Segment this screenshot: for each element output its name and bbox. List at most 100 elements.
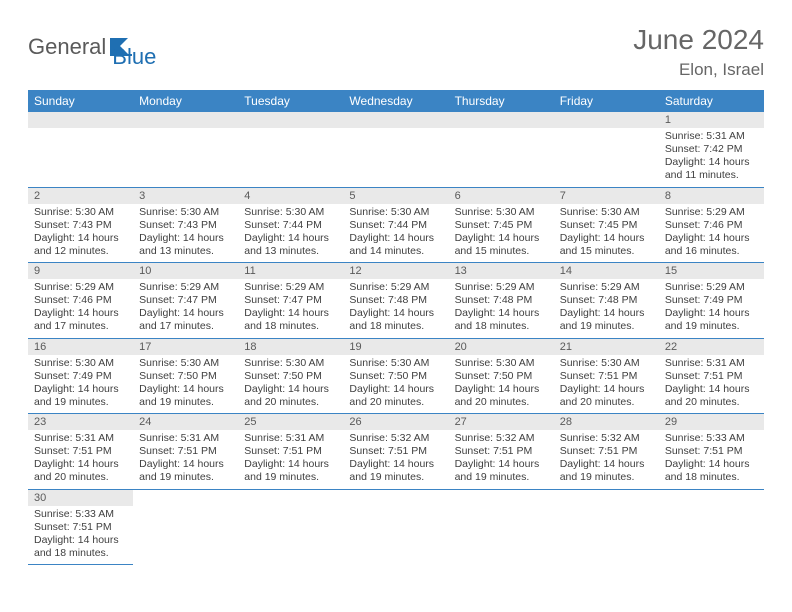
day-content: Sunrise: 5:29 AMSunset: 7:46 PMDaylight:… — [659, 204, 764, 263]
day-number: 3 — [133, 187, 238, 204]
day-content: Sunrise: 5:32 AMSunset: 7:51 PMDaylight:… — [343, 430, 448, 489]
daylight-line-1: Daylight: 14 hours — [244, 383, 337, 396]
day-number: 1 — [659, 112, 764, 128]
brand-logo: General Blue — [28, 24, 156, 70]
col-saturday: Saturday — [659, 90, 764, 112]
day-number: 24 — [133, 414, 238, 431]
day-content: Sunrise: 5:32 AMSunset: 7:51 PMDaylight:… — [554, 430, 659, 489]
sunset-line: Sunset: 7:51 PM — [139, 445, 232, 458]
day-content — [238, 506, 343, 565]
day-number: 15 — [659, 263, 764, 280]
day-content: Sunrise: 5:29 AMSunset: 7:48 PMDaylight:… — [449, 279, 554, 338]
daylight-line-1: Daylight: 14 hours — [244, 307, 337, 320]
day-content: Sunrise: 5:29 AMSunset: 7:47 PMDaylight:… — [238, 279, 343, 338]
content-row: Sunrise: 5:31 AMSunset: 7:42 PMDaylight:… — [28, 128, 764, 187]
daylight-line-2: and 19 minutes. — [139, 396, 232, 409]
daynum-row: 1 — [28, 112, 764, 128]
daylight-line-2: and 18 minutes. — [455, 320, 548, 333]
col-tuesday: Tuesday — [238, 90, 343, 112]
daylight-line-2: and 19 minutes. — [560, 320, 653, 333]
day-content: Sunrise: 5:30 AMSunset: 7:43 PMDaylight:… — [133, 204, 238, 263]
daylight-line-1: Daylight: 14 hours — [560, 458, 653, 471]
day-number — [449, 489, 554, 506]
day-number: 13 — [449, 263, 554, 280]
sunset-line: Sunset: 7:51 PM — [34, 521, 127, 534]
day-content: Sunrise: 5:30 AMSunset: 7:44 PMDaylight:… — [343, 204, 448, 263]
sunset-line: Sunset: 7:46 PM — [34, 294, 127, 307]
daylight-line-2: and 16 minutes. — [665, 245, 758, 258]
day-number: 9 — [28, 263, 133, 280]
day-content: Sunrise: 5:33 AMSunset: 7:51 PMDaylight:… — [659, 430, 764, 489]
day-content: Sunrise: 5:30 AMSunset: 7:50 PMDaylight:… — [343, 355, 448, 414]
col-friday: Friday — [554, 90, 659, 112]
page-header: General Blue June 2024 Elon, Israel — [28, 24, 764, 80]
daylight-line-2: and 13 minutes. — [244, 245, 337, 258]
daylight-line-2: and 18 minutes. — [244, 320, 337, 333]
day-number — [554, 489, 659, 506]
daylight-line-2: and 19 minutes. — [455, 471, 548, 484]
sunrise-line: Sunrise: 5:29 AM — [560, 281, 653, 294]
col-sunday: Sunday — [28, 90, 133, 112]
day-number — [343, 112, 448, 128]
daylight-line-1: Daylight: 14 hours — [665, 156, 758, 169]
sunrise-line: Sunrise: 5:31 AM — [244, 432, 337, 445]
brand-part1: General — [28, 34, 106, 60]
sunrise-line: Sunrise: 5:29 AM — [665, 206, 758, 219]
sunset-line: Sunset: 7:50 PM — [139, 370, 232, 383]
daylight-line-1: Daylight: 14 hours — [665, 458, 758, 471]
daylight-line-2: and 18 minutes. — [349, 320, 442, 333]
sunrise-line: Sunrise: 5:30 AM — [34, 357, 127, 370]
sunset-line: Sunset: 7:48 PM — [560, 294, 653, 307]
day-number — [659, 489, 764, 506]
sunset-line: Sunset: 7:48 PM — [455, 294, 548, 307]
sunrise-line: Sunrise: 5:29 AM — [34, 281, 127, 294]
day-content — [554, 506, 659, 565]
sunset-line: Sunset: 7:43 PM — [139, 219, 232, 232]
col-thursday: Thursday — [449, 90, 554, 112]
sunrise-line: Sunrise: 5:31 AM — [34, 432, 127, 445]
day-content: Sunrise: 5:31 AMSunset: 7:51 PMDaylight:… — [28, 430, 133, 489]
sunset-line: Sunset: 7:44 PM — [244, 219, 337, 232]
sunset-line: Sunset: 7:51 PM — [34, 445, 127, 458]
day-number: 26 — [343, 414, 448, 431]
sunrise-line: Sunrise: 5:31 AM — [139, 432, 232, 445]
content-row: Sunrise: 5:31 AMSunset: 7:51 PMDaylight:… — [28, 430, 764, 489]
daylight-line-2: and 20 minutes. — [665, 396, 758, 409]
day-number: 30 — [28, 489, 133, 506]
sunset-line: Sunset: 7:44 PM — [349, 219, 442, 232]
day-number — [554, 112, 659, 128]
day-number: 10 — [133, 263, 238, 280]
sunrise-line: Sunrise: 5:32 AM — [560, 432, 653, 445]
content-row: Sunrise: 5:30 AMSunset: 7:43 PMDaylight:… — [28, 204, 764, 263]
daylight-line-1: Daylight: 14 hours — [560, 232, 653, 245]
sunset-line: Sunset: 7:51 PM — [665, 445, 758, 458]
day-content: Sunrise: 5:30 AMSunset: 7:50 PMDaylight:… — [133, 355, 238, 414]
daylight-line-1: Daylight: 14 hours — [665, 307, 758, 320]
day-content: Sunrise: 5:30 AMSunset: 7:51 PMDaylight:… — [554, 355, 659, 414]
daylight-line-2: and 19 minutes. — [244, 471, 337, 484]
daylight-line-1: Daylight: 14 hours — [139, 383, 232, 396]
sunrise-line: Sunrise: 5:30 AM — [244, 206, 337, 219]
daynum-row: 23242526272829 — [28, 414, 764, 431]
content-row: Sunrise: 5:29 AMSunset: 7:46 PMDaylight:… — [28, 279, 764, 338]
day-number: 27 — [449, 414, 554, 431]
sunset-line: Sunset: 7:51 PM — [560, 445, 653, 458]
daylight-line-1: Daylight: 14 hours — [665, 232, 758, 245]
sunset-line: Sunset: 7:49 PM — [34, 370, 127, 383]
day-number: 21 — [554, 338, 659, 355]
day-number — [343, 489, 448, 506]
sunrise-line: Sunrise: 5:30 AM — [455, 357, 548, 370]
sunset-line: Sunset: 7:43 PM — [34, 219, 127, 232]
daylight-line-2: and 20 minutes. — [244, 396, 337, 409]
daylight-line-1: Daylight: 14 hours — [34, 232, 127, 245]
daylight-line-2: and 17 minutes. — [139, 320, 232, 333]
sunrise-line: Sunrise: 5:31 AM — [665, 130, 758, 143]
day-number: 22 — [659, 338, 764, 355]
day-number: 16 — [28, 338, 133, 355]
daylight-line-1: Daylight: 14 hours — [455, 307, 548, 320]
day-content: Sunrise: 5:29 AMSunset: 7:47 PMDaylight:… — [133, 279, 238, 338]
daylight-line-2: and 17 minutes. — [34, 320, 127, 333]
sunrise-line: Sunrise: 5:30 AM — [139, 206, 232, 219]
day-number: 17 — [133, 338, 238, 355]
day-number: 12 — [343, 263, 448, 280]
